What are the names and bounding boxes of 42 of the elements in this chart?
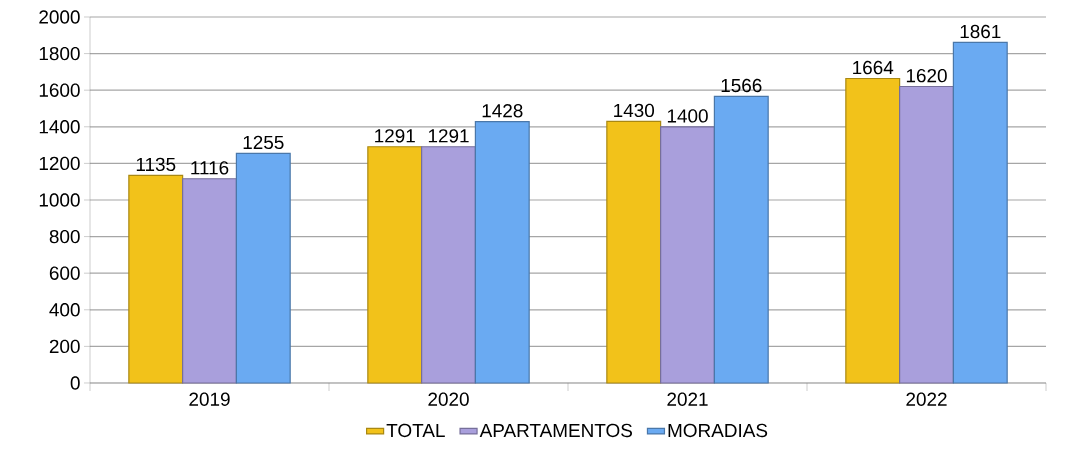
y-tick-label: 1200 [39, 156, 80, 171]
y-tick-label: 1400 [39, 120, 80, 134]
bar [952, 41, 1008, 384]
data-label: 1428 [482, 104, 523, 118]
bar [128, 174, 184, 384]
y-tick-label: 1800 [39, 46, 80, 61]
data-label: 1255 [243, 135, 284, 150]
data-label: 1400 [667, 109, 708, 123]
x-tick-label: 2021 [667, 392, 708, 406]
bar [421, 146, 476, 384]
bar [899, 85, 954, 384]
y-tick-label: 0 [70, 376, 80, 390]
legend-label: TOTAL [386, 423, 445, 438]
data-label: 1620 [906, 68, 947, 83]
x-tick-label: 2022 [906, 392, 947, 406]
y-tick-label: 1600 [39, 83, 80, 97]
bar [845, 77, 901, 384]
bar [235, 152, 291, 384]
y-tick-label: 800 [49, 229, 80, 244]
x-tick-label: 2019 [189, 392, 230, 406]
legend-label: MORADIAS [668, 423, 768, 438]
data-label: 1430 [614, 103, 655, 118]
data-label: 1116 [191, 161, 229, 175]
data-label: 1664 [853, 60, 894, 75]
y-tick-label: 400 [49, 303, 80, 317]
y-tick-label: 200 [49, 339, 80, 354]
bar [182, 178, 237, 384]
data-label: 1566 [721, 78, 762, 93]
legend-label: APARTAMENTOS [479, 423, 632, 438]
bar [474, 121, 530, 384]
bar [606, 120, 662, 384]
data-label: 1291 [428, 129, 469, 143]
y-tick-label: 2000 [39, 10, 80, 24]
bar [713, 95, 769, 384]
bar [367, 146, 423, 384]
data-label: 1135 [136, 157, 176, 172]
data-label: 1861 [960, 24, 1001, 39]
y-tick-label: 1000 [39, 193, 80, 207]
y-tick-label: 600 [49, 266, 80, 280]
bar [660, 126, 715, 384]
data-label: 1291 [375, 129, 415, 143]
x-tick-label: 2020 [428, 392, 469, 406]
